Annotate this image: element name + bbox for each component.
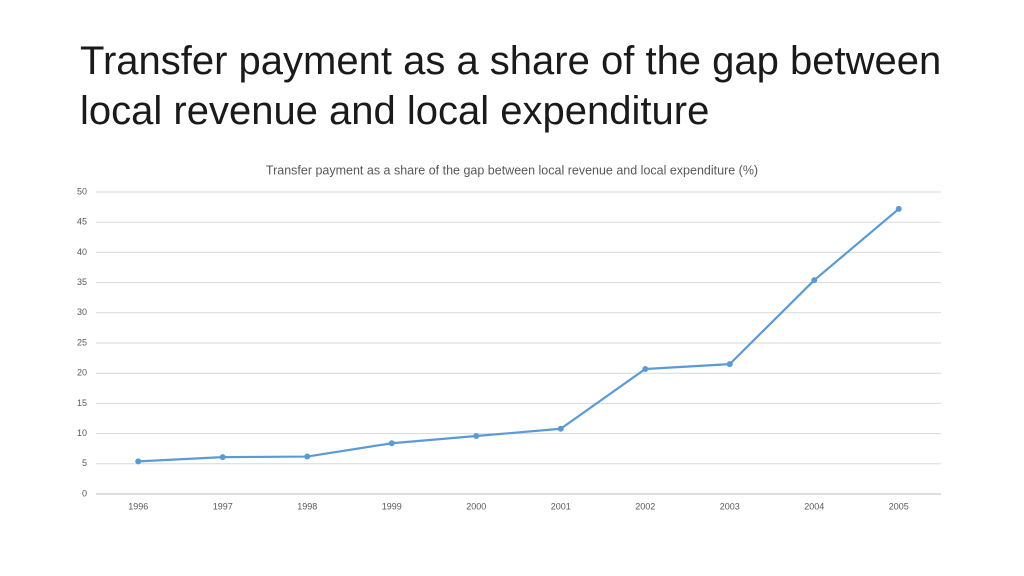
marker [473, 433, 480, 440]
marker [557, 425, 564, 432]
x-tick-label: 2003 [720, 501, 740, 511]
marker [895, 205, 902, 212]
y-tick-label: 15 [77, 398, 87, 408]
y-tick-label: 25 [77, 337, 87, 347]
y-tick-label: 30 [77, 307, 87, 317]
y-tick-label: 20 [77, 368, 87, 378]
y-tick-label: 35 [77, 277, 87, 287]
marker [642, 365, 649, 372]
marker [219, 454, 226, 461]
x-tick-label: 2001 [551, 501, 571, 511]
x-tick-label: 2004 [804, 501, 824, 511]
x-tick-label: 1998 [297, 501, 317, 511]
y-tick-label: 0 [82, 488, 87, 498]
x-tick-label: 1999 [382, 501, 402, 511]
marker [304, 453, 311, 460]
marker [811, 277, 818, 284]
x-tick-label: 1996 [128, 501, 148, 511]
y-tick-label: 50 [77, 186, 87, 196]
chart-title: Transfer payment as a share of the gap b… [266, 163, 758, 177]
x-tick-label: 2005 [889, 501, 909, 511]
marker [726, 361, 733, 368]
x-tick-label: 2002 [635, 501, 655, 511]
y-tick-label: 45 [77, 217, 87, 227]
line [138, 208, 900, 463]
x-tick-label: 2000 [466, 501, 486, 511]
slide-title: Transfer payment as a share of the gap b… [80, 39, 942, 133]
y-tick-label: 5 [82, 458, 87, 468]
y-tick-label: 10 [77, 428, 87, 438]
x-tick-label: 1997 [213, 501, 233, 511]
marker [135, 458, 142, 465]
y-tick-label: 40 [77, 247, 87, 257]
marker [388, 440, 395, 447]
